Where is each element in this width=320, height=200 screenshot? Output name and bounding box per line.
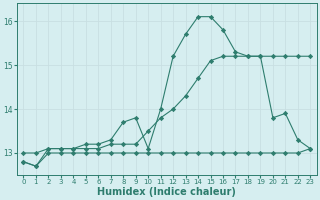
X-axis label: Humidex (Indice chaleur): Humidex (Indice chaleur) (98, 187, 236, 197)
